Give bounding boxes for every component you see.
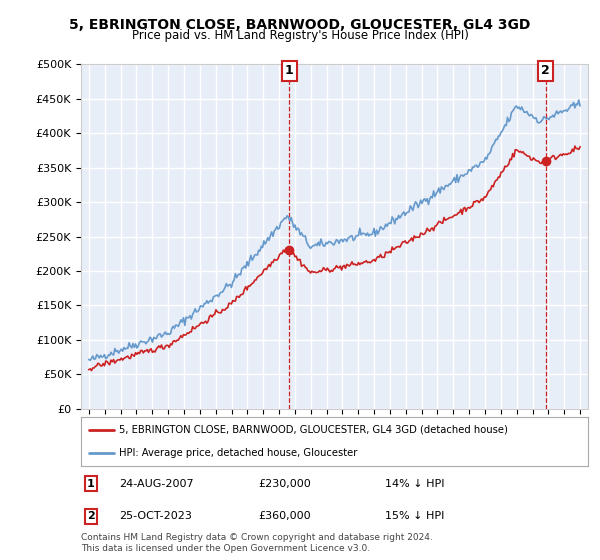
Text: £360,000: £360,000 — [259, 511, 311, 521]
Text: Contains HM Land Registry data © Crown copyright and database right 2024.
This d: Contains HM Land Registry data © Crown c… — [81, 533, 433, 553]
Text: 2: 2 — [541, 64, 550, 77]
Text: 5, EBRINGTON CLOSE, BARNWOOD, GLOUCESTER, GL4 3GD (detached house): 5, EBRINGTON CLOSE, BARNWOOD, GLOUCESTER… — [119, 425, 508, 435]
Text: 5, EBRINGTON CLOSE, BARNWOOD, GLOUCESTER, GL4 3GD: 5, EBRINGTON CLOSE, BARNWOOD, GLOUCESTER… — [70, 18, 530, 32]
Text: 1: 1 — [285, 64, 293, 77]
Text: 25-OCT-2023: 25-OCT-2023 — [119, 511, 192, 521]
Text: HPI: Average price, detached house, Gloucester: HPI: Average price, detached house, Glou… — [119, 447, 358, 458]
Text: Price paid vs. HM Land Registry's House Price Index (HPI): Price paid vs. HM Land Registry's House … — [131, 29, 469, 42]
Text: 1: 1 — [87, 479, 95, 489]
Text: 2: 2 — [87, 511, 95, 521]
Text: £230,000: £230,000 — [259, 479, 311, 489]
Text: 15% ↓ HPI: 15% ↓ HPI — [385, 511, 445, 521]
Text: 14% ↓ HPI: 14% ↓ HPI — [385, 479, 445, 489]
Text: 24-AUG-2007: 24-AUG-2007 — [119, 479, 194, 489]
